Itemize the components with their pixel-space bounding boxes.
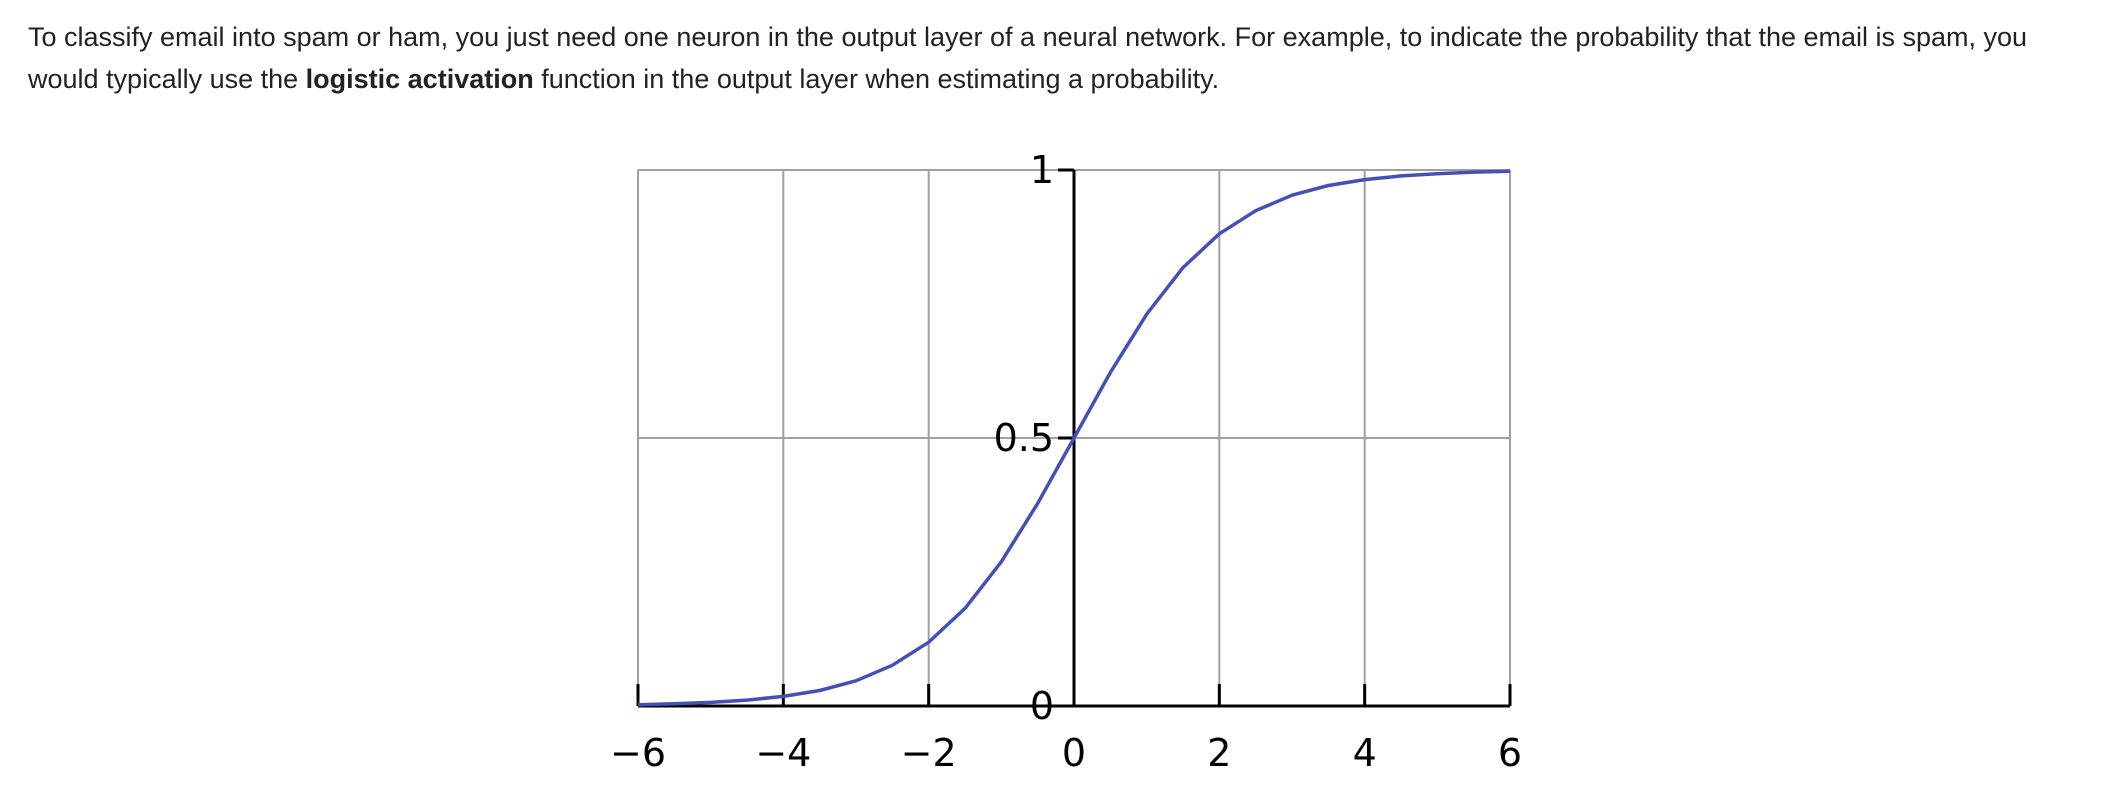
- x-tick-label: 0: [1062, 731, 1086, 775]
- x-tick-label: 4: [1353, 731, 1377, 775]
- y-tick-label: 0: [1030, 684, 1054, 728]
- x-tick-label: −6: [610, 731, 666, 775]
- chart-tick-labels: −6 −4 −2 0 2 4 6 0 0.5 1: [610, 148, 1522, 775]
- x-tick-label: −2: [901, 731, 957, 775]
- y-tick-label: 1: [1030, 148, 1054, 192]
- x-tick-label: 2: [1207, 731, 1231, 775]
- x-tick-label: −4: [755, 731, 811, 775]
- explanation-paragraph: To classify email into spam or ham, you …: [28, 16, 2108, 100]
- logistic-activation-term: logistic activation: [305, 64, 534, 94]
- paragraph-line-2-start: would typically use the: [28, 64, 306, 94]
- paragraph-line-2-end: function in the output layer when estima…: [533, 64, 1220, 94]
- y-tick-label: 0.5: [994, 416, 1054, 460]
- sigmoid-curve: [637, 169, 1511, 707]
- chart-series: [637, 169, 1511, 707]
- paragraph-line-1: To classify email into spam or ham, you …: [28, 22, 2028, 52]
- x-tick-label: 6: [1498, 731, 1522, 775]
